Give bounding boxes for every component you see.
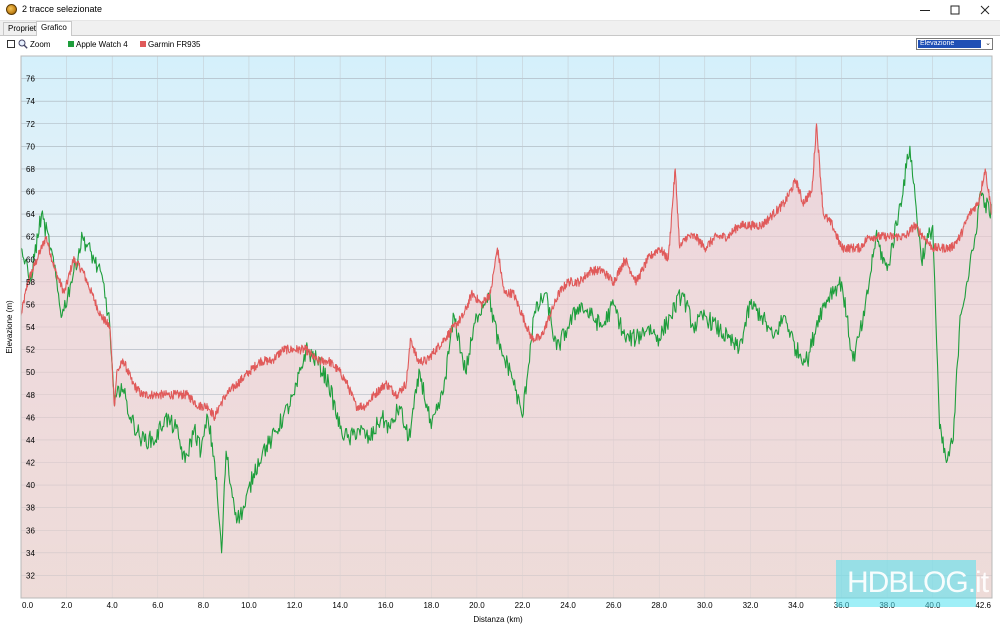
y-tick-label: 48 <box>26 391 35 400</box>
close-icon <box>980 5 990 15</box>
y-axis-ticks: 32 34 36 38 40 42 44 46 48 50 52 54 56 58 60 62 64 66 68 70… <box>26 75 35 581</box>
maximize-button[interactable] <box>940 0 970 20</box>
minimize-icon <box>920 10 930 11</box>
zoom-label: Zoom <box>30 40 51 49</box>
chart-toolbar: Zoom Apple Watch 4 Garmin FR935 <box>0 36 1000 54</box>
hdblog-watermark: HDBLOG.it <box>836 560 989 607</box>
legend-swatch-garmin <box>140 41 146 47</box>
y-tick-label: 74 <box>26 97 35 106</box>
y-tick-label: 72 <box>26 120 35 129</box>
y-tick-label: 68 <box>26 165 35 174</box>
x-tick-label: 4.0 <box>107 601 119 610</box>
tab-bar: Proprietà Grafico <box>0 21 1000 36</box>
y-tick-label: 62 <box>26 233 35 242</box>
x-tick-label: 8.0 <box>198 601 210 610</box>
legend-label-apple-watch: Apple Watch 4 <box>76 40 128 49</box>
app-icon <box>6 4 17 15</box>
x-tick-label: 6.0 <box>152 601 164 610</box>
x-tick-label: 12.0 <box>287 601 303 610</box>
y-tick-label: 44 <box>26 436 35 445</box>
y-tick-label: 42 <box>26 459 35 468</box>
metric-dropdown[interactable]: Elevazione ⌄ <box>916 38 993 50</box>
y-tick-label: 36 <box>26 526 35 535</box>
legend-swatch-apple-watch <box>68 41 74 47</box>
y-tick-label: 66 <box>26 188 35 197</box>
x-tick-label: 0.0 <box>22 601 34 610</box>
x-tick-label: 24.0 <box>560 601 576 610</box>
y-tick-label: 34 <box>26 549 35 558</box>
watermark-text: HDBLOG.it <box>847 566 989 599</box>
y-tick-label: 46 <box>26 413 35 422</box>
x-tick-label: 30.0 <box>697 601 713 610</box>
y-tick-label: 40 <box>26 481 35 490</box>
title-bar: 2 tracce selezionate <box>0 0 1000 21</box>
metric-dropdown-value: Elevazione <box>918 40 981 48</box>
y-tick-label: 76 <box>26 75 35 84</box>
plot-border <box>20 55 993 599</box>
tab-chart[interactable]: Grafico <box>36 21 72 36</box>
x-tick-label: 42.6 <box>975 601 991 610</box>
y-tick-label: 58 <box>26 278 35 287</box>
window-title: 2 tracce selezionate <box>22 4 103 14</box>
maximize-icon <box>950 5 960 15</box>
series-line-garmin <box>21 123 992 422</box>
y-tick-label: 38 <box>26 504 35 513</box>
minimize-button[interactable] <box>910 0 940 20</box>
elevation-chart: 32 34 36 38 40 42 44 46 48 50 52 54 56 58 60 62 64 66 68 70… <box>5 55 993 624</box>
y-tick-label: 50 <box>26 368 35 377</box>
close-button[interactable] <box>970 0 1000 20</box>
series-line-apple-watch <box>21 145 992 554</box>
y-tick-label: 64 <box>26 210 35 219</box>
x-tick-label: 16.0 <box>378 601 394 610</box>
x-axis-label: Distanza (km) <box>473 615 523 624</box>
zoom-checkbox[interactable] <box>7 40 15 48</box>
y-tick-label: 70 <box>26 142 35 151</box>
x-tick-label: 20.0 <box>469 601 485 610</box>
y-tick-label: 54 <box>26 323 35 332</box>
x-tick-label: 22.0 <box>515 601 531 610</box>
x-tick-label: 2.0 <box>61 601 73 610</box>
x-tick-label: 32.0 <box>743 601 759 610</box>
y-axis-label: Elevazione (m) <box>5 300 14 354</box>
series-lines <box>21 123 992 554</box>
x-tick-label: 28.0 <box>651 601 667 610</box>
x-tick-label: 34.0 <box>788 601 804 610</box>
y-tick-label: 52 <box>26 346 35 355</box>
y-tick-label: 32 <box>26 571 35 580</box>
chevron-down-icon: ⌄ <box>985 40 991 47</box>
y-tick-label: 56 <box>26 300 35 309</box>
magnifier-icon <box>18 39 28 49</box>
x-tick-label: 26.0 <box>606 601 622 610</box>
x-tick-label: 10.0 <box>241 601 257 610</box>
legend-label-garmin: Garmin FR935 <box>148 40 201 49</box>
x-tick-label: 14.0 <box>332 601 348 610</box>
y-tick-label: 60 <box>26 255 35 264</box>
x-tick-label: 18.0 <box>423 601 439 610</box>
